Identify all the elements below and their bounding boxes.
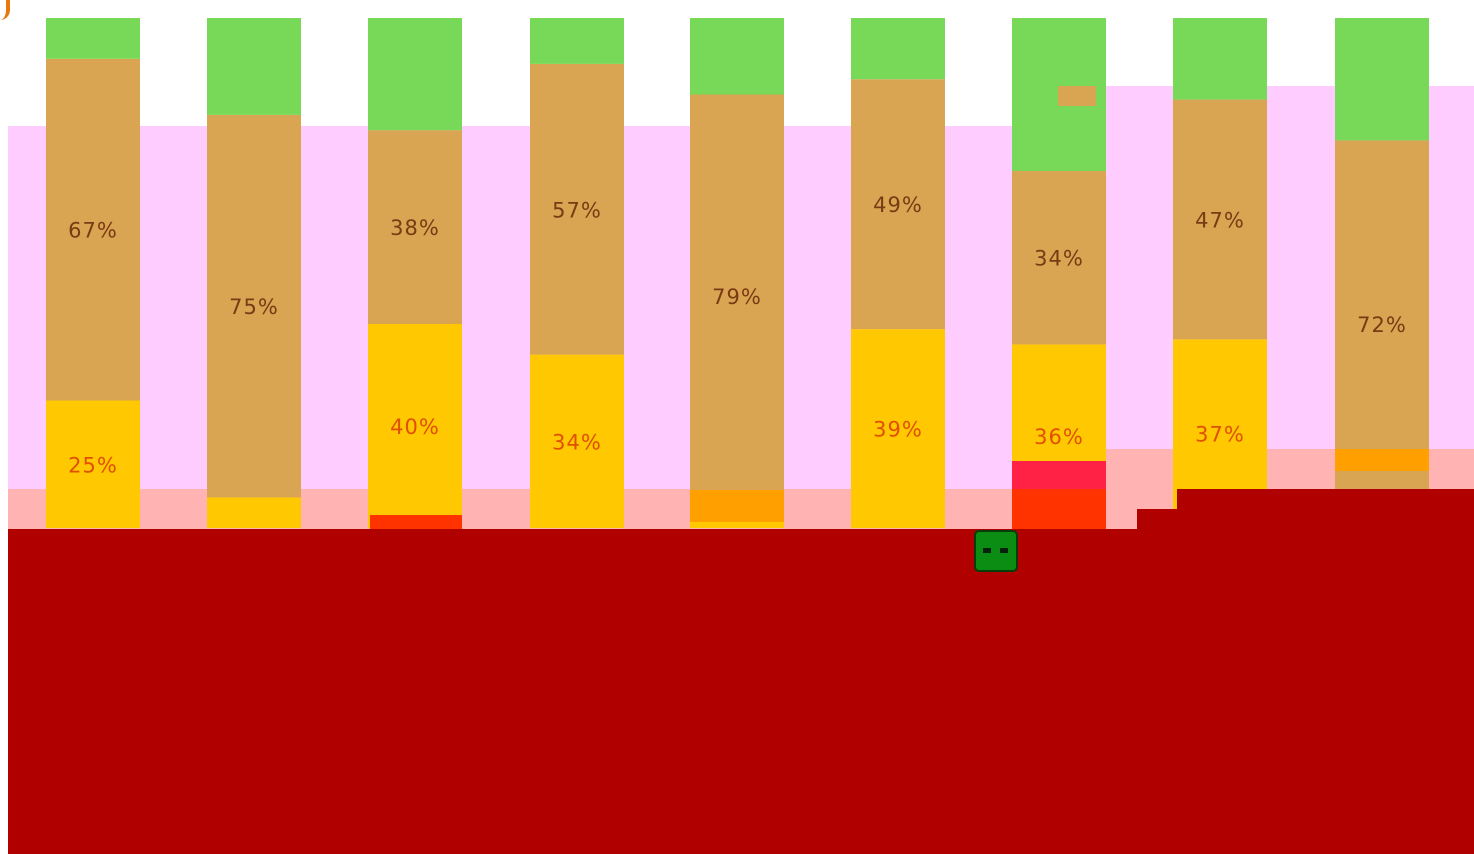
bar-6-segment-1 <box>851 329 945 528</box>
bar-5-segment-2 <box>690 94 784 498</box>
data-label-bar-6-series-1: 39% <box>873 418 923 442</box>
data-label-bar-5-series-2: 79% <box>712 285 762 309</box>
bar-1-segment-3 <box>46 18 140 59</box>
bar-2-segment-3 <box>207 18 301 115</box>
green-marker-dot-right <box>1000 548 1008 553</box>
bar-5-segment-3 <box>690 18 784 95</box>
data-label-bar-1-series-2: 67% <box>68 219 118 243</box>
bar-4-segment-1 <box>530 354 624 528</box>
data-label-bar-8-series-1: 37% <box>1195 423 1245 447</box>
bar-6-segment-3 <box>851 18 945 80</box>
bar-1-segment-1 <box>46 400 140 528</box>
bar-3-segment-2 <box>368 130 462 324</box>
data-label-bar-3-series-2: 38% <box>390 216 440 240</box>
bar-9-segment-3 <box>1335 18 1429 141</box>
left-edge-strip <box>0 0 8 854</box>
data-label-bar-6-series-2: 49% <box>873 193 923 217</box>
bar-8-segment-3 <box>1173 18 1267 100</box>
glitch-strip-5 <box>690 490 784 522</box>
glitch-strip-7b <box>1012 489 1106 529</box>
data-label-bar-4-series-2: 57% <box>552 198 602 222</box>
corner-mark-icon <box>0 0 10 20</box>
data-label-bar-8-series-2: 47% <box>1195 208 1245 232</box>
bar-6-segment-2 <box>851 79 945 330</box>
bar-2-segment-1 <box>207 497 301 528</box>
green-marker-icon <box>974 530 1018 572</box>
bar-4-segment-3 <box>530 18 624 64</box>
data-label-bar-9-series-2: 72% <box>1357 313 1407 337</box>
bar-8-segment-2 <box>1173 99 1267 340</box>
green-marker-dot-left <box>983 548 991 553</box>
dark-lower-region <box>8 489 1474 854</box>
bar-1-segment-2 <box>46 58 140 401</box>
bar-9-segment-2 <box>1335 140 1429 508</box>
bar-3-segment-3 <box>368 18 462 131</box>
glitch-strip-3 <box>370 515 462 529</box>
data-label-bar-7-series-1: 36% <box>1034 425 1084 449</box>
glitch-strip-9 <box>1335 449 1429 471</box>
glitch-patch-7 <box>1058 86 1096 106</box>
glitch-strip-7a <box>1012 461 1106 489</box>
bar-2-segment-2 <box>207 114 301 498</box>
bar-7-segment-2 <box>1012 171 1106 345</box>
bar-4-segment-2 <box>530 63 624 355</box>
data-label-bar-3-series-1: 40% <box>390 415 440 439</box>
bar-3-segment-1 <box>368 324 462 528</box>
data-label-bar-1-series-1: 25% <box>68 453 118 477</box>
data-label-bar-7-series-2: 34% <box>1034 247 1084 271</box>
data-label-bar-2-series-2: 75% <box>229 295 279 319</box>
data-label-bar-4-series-1: 34% <box>552 430 602 454</box>
